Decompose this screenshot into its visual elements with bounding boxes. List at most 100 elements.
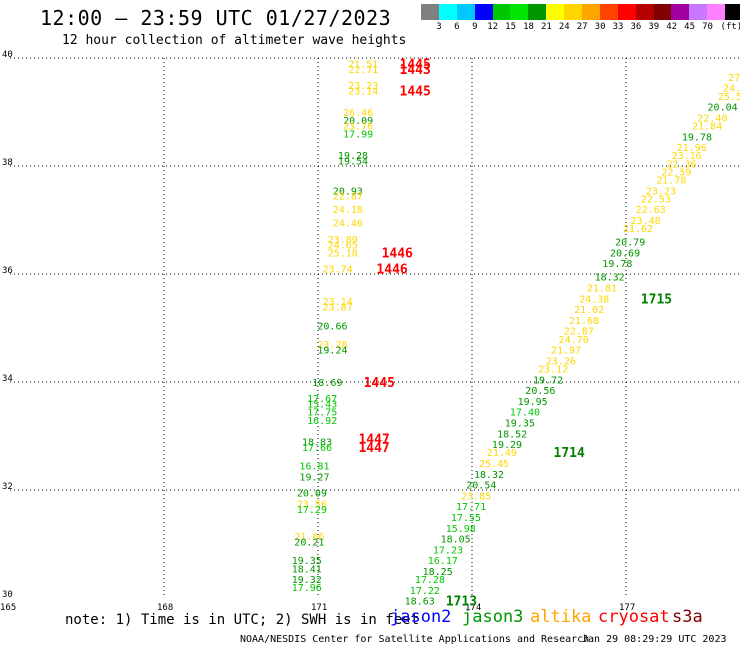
data-point-label: 19.95 <box>518 397 548 408</box>
pass-time-annotation: 1445 <box>400 84 431 99</box>
data-point-label: 21.97 <box>551 346 581 357</box>
x-tick-label: 171 <box>311 603 327 613</box>
data-point-label: 19.78 <box>602 259 632 270</box>
data-point-label: 22.87 <box>333 192 363 203</box>
data-point-label: 22.53 <box>641 194 671 205</box>
data-point-label: 19.29 <box>492 440 522 451</box>
color-swatch <box>653 4 672 20</box>
color-scale-label: 18 <box>523 22 534 32</box>
data-point-label: 17.96 <box>292 583 322 594</box>
data-point-label: 22.59 <box>661 167 691 178</box>
color-scale-label: 27 <box>576 22 588 32</box>
color-scale-label: 33 <box>612 22 624 32</box>
pass-time-annotation: 1715 <box>641 292 672 307</box>
color-swatch <box>635 4 654 20</box>
color-scale-label: 15 <box>505 22 517 32</box>
data-point-label: 17.75 <box>307 408 337 419</box>
data-point-label: 17.28 <box>415 575 445 586</box>
data-point-label: 22.63 <box>636 205 666 216</box>
data-point-label: 19.27 <box>299 473 329 484</box>
data-point-label: 23.76 <box>343 122 373 133</box>
page-subtitle: 12 hour collection of altimeter wave hei… <box>62 33 407 48</box>
data-point-label: 25.56 <box>718 92 740 103</box>
color-swatch <box>528 4 547 20</box>
data-point-label: 24.18 <box>333 205 363 216</box>
y-tick-label: 34 <box>2 374 13 384</box>
data-point-label: 17.66 <box>302 443 332 454</box>
data-point-label: 23.89 <box>328 235 358 246</box>
data-point-label: 21.02 <box>574 305 604 316</box>
color-scale-label: 24 <box>558 22 570 32</box>
data-point-label: 25.18 <box>328 248 358 259</box>
data-point-label: 24.46 <box>333 219 363 230</box>
color-swatch <box>456 4 475 20</box>
data-point-label: 19.24 <box>317 346 347 357</box>
pass-time-annotation: 1447 <box>358 433 389 448</box>
y-tick-label: 38 <box>2 158 13 168</box>
data-point-label: 21.78 <box>656 176 686 187</box>
data-point-label: 27 <box>728 73 740 84</box>
data-point-label: 24.65 <box>328 240 358 251</box>
color-swatch <box>510 4 529 20</box>
data-point-label: 22.40 <box>697 113 727 124</box>
data-point-label: 21.66 <box>294 532 324 543</box>
data-point-label: 19.32 <box>292 575 322 586</box>
page-title: 12:00 — 23:59 UTC 01/27/2023 <box>40 6 392 30</box>
color-scale-label: 45 <box>684 22 696 32</box>
data-point-label: 17.40 <box>510 408 540 419</box>
data-point-label: 21.84 <box>692 122 722 133</box>
data-point-label: 21.96 <box>677 143 707 154</box>
x-tick-label: 177 <box>619 603 635 613</box>
y-tick-label: 40 <box>2 50 13 60</box>
pass-time-annotation: 1445 <box>364 376 395 391</box>
data-point-label: 23.56 <box>297 500 327 511</box>
color-scale-label: 36 <box>630 22 642 32</box>
color-swatch <box>438 4 457 20</box>
data-point-label: 23.23 <box>348 81 378 92</box>
data-point-label: 18.63 <box>405 597 435 608</box>
data-point-label: 20.56 <box>525 386 555 397</box>
data-point-label: 21.51 <box>348 59 378 70</box>
pass-time-annotation: 1446 <box>382 246 413 261</box>
color-scale-unit: (ft) <box>720 22 740 32</box>
data-point-label: 23.12 <box>538 365 568 376</box>
data-point-label: 20.66 <box>317 321 347 332</box>
color-swatch <box>474 4 493 20</box>
data-point-label: 24.38 <box>579 294 609 305</box>
data-point-label: 22.36 <box>666 159 696 170</box>
data-point-label: 17.22 <box>410 586 440 597</box>
data-point-label: 18.52 <box>497 429 527 440</box>
color-swatch <box>599 4 618 20</box>
legend-s3a: s3a <box>672 607 703 627</box>
pass-time-annotation: 1447 <box>358 441 389 456</box>
data-point-label: 18.83 <box>302 437 332 448</box>
data-point-label: 21.49 <box>487 448 517 459</box>
data-point-label: 19.54 <box>338 157 368 168</box>
data-point-label: 23.85 <box>461 491 491 502</box>
data-point-label: 23.14 <box>323 297 353 308</box>
data-point-label: 17.55 <box>451 513 481 524</box>
data-point-label: 18.41 <box>292 564 322 575</box>
color-swatch <box>689 4 708 20</box>
data-point-label: 18.05 <box>441 535 471 546</box>
data-point-label: 23.23 <box>646 186 676 197</box>
data-point-label: 17.71 <box>456 502 486 513</box>
color-scale-label: 21 <box>540 22 552 32</box>
color-scale-label: 30 <box>594 22 606 32</box>
y-tick-label: 30 <box>2 590 13 600</box>
data-point-label: 20.04 <box>708 103 738 114</box>
data-point-label: 21.62 <box>623 224 653 235</box>
data-point-label: 18.32 <box>474 470 504 481</box>
color-scale-label: 42 <box>666 22 678 32</box>
color-scale-label: 70 <box>702 22 713 32</box>
footer-note: note: 1) Time is in UTC; 2) SWH is in fe… <box>65 612 420 628</box>
data-point-label: 23.74 <box>323 265 353 276</box>
color-scale-label: 3 <box>436 22 442 32</box>
color-swatch <box>546 4 565 20</box>
legend-jason2: jason2 <box>390 607 452 627</box>
x-tick-label: 165 <box>0 603 16 613</box>
data-point-label: 23.16 <box>672 151 702 162</box>
data-point-label: 18.69 <box>312 378 342 389</box>
